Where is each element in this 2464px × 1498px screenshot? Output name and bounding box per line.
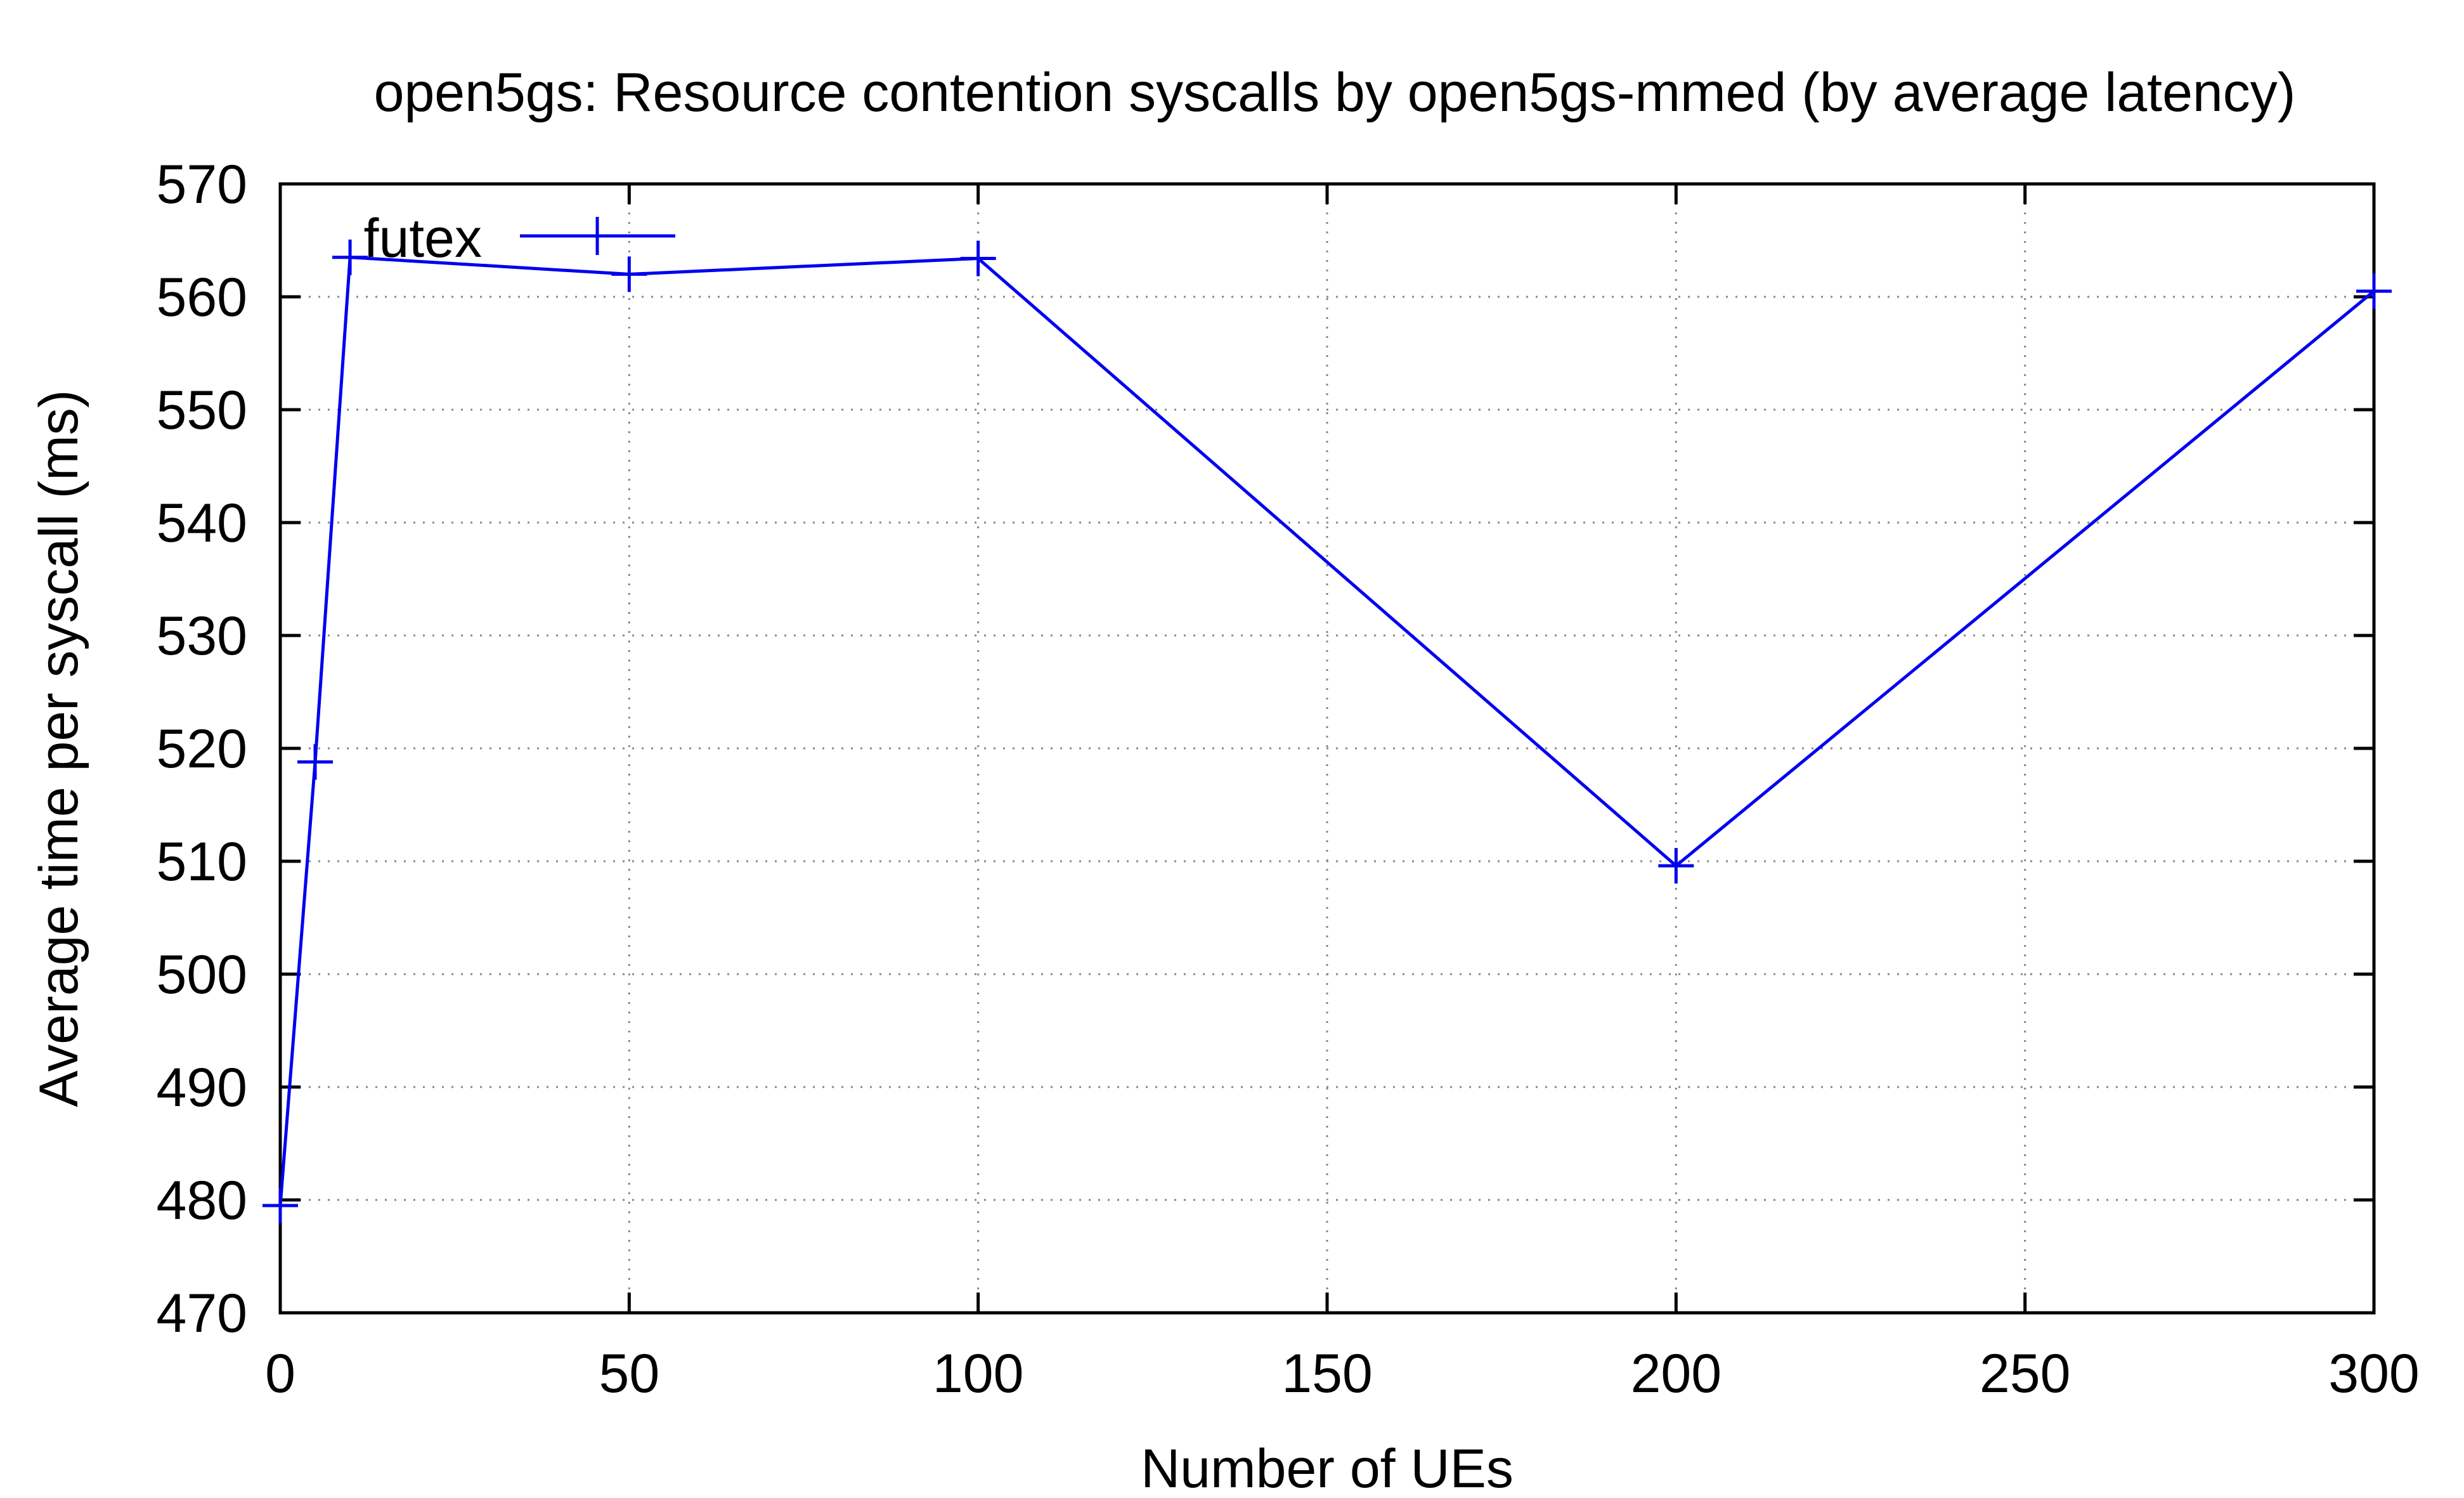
y-tick-label-530: 530	[157, 606, 248, 667]
x-tick-labels: 0 50 100 150 200 250 300	[265, 1343, 2420, 1404]
data-point-futex-4	[960, 240, 996, 277]
x-axis-label: Number of UEs	[1141, 1438, 1514, 1498]
y-tick-label-520: 520	[157, 719, 248, 779]
data-point-futex-2	[332, 239, 368, 275]
x-tick-label-100: 100	[933, 1343, 1024, 1404]
data-point-futex-0	[263, 1187, 298, 1223]
y-tick-label-490: 490	[157, 1057, 248, 1118]
y-axis-label: Average time per syscall (ms)	[29, 389, 89, 1107]
x-tick-label-200: 200	[1631, 1343, 1722, 1404]
x-tick-label-50: 50	[599, 1343, 659, 1404]
data-point-futex-3	[611, 256, 647, 292]
plot-frame	[278, 182, 2376, 1315]
series-futex	[263, 239, 2392, 1223]
y-tick-label-480: 480	[157, 1170, 248, 1231]
legend: futex	[364, 208, 675, 269]
y-tick-label-550: 550	[157, 380, 248, 441]
legend-label-futex: futex	[364, 208, 482, 269]
chart-title: open5gs: Resource contention syscalls by…	[374, 62, 2296, 123]
y-tick-labels: 470 480 490 500 510 520 530 540 550 560 570	[157, 154, 248, 1344]
grid-lines	[280, 184, 2374, 1313]
x-tick-label-300: 300	[2328, 1343, 2420, 1404]
y-tick-label-570: 570	[157, 154, 248, 215]
x-tick-label-150: 150	[1281, 1343, 1373, 1404]
y-tick-label-560: 560	[157, 267, 248, 328]
x-tick-label-0: 0	[265, 1343, 295, 1404]
data-point-futex-5	[1658, 848, 1694, 884]
y-tick-label-470: 470	[157, 1283, 248, 1344]
x-tick-label-250: 250	[1980, 1343, 2071, 1404]
y-tick-label-500: 500	[157, 944, 248, 1005]
data-point-futex-1	[297, 744, 334, 780]
y-tick-label-540: 540	[157, 493, 248, 554]
y-tick-label-510: 510	[157, 831, 248, 892]
data-point-futex-6	[2356, 273, 2392, 309]
series-line-futex	[278, 256, 2375, 1206]
